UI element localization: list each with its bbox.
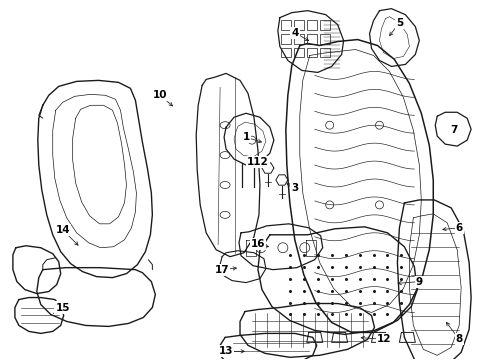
Text: 3: 3 <box>291 183 298 193</box>
Text: 12: 12 <box>377 334 392 345</box>
Text: 7: 7 <box>450 125 458 135</box>
Text: 16: 16 <box>251 239 265 249</box>
Text: 6: 6 <box>456 223 463 233</box>
Text: 10: 10 <box>153 90 168 100</box>
Text: 9: 9 <box>416 276 423 287</box>
Text: 1: 1 <box>243 132 249 142</box>
Text: 13: 13 <box>219 346 233 356</box>
Text: 4: 4 <box>291 28 298 37</box>
Text: 112: 112 <box>247 157 269 167</box>
Text: 8: 8 <box>456 334 463 345</box>
Text: 15: 15 <box>55 302 70 312</box>
Text: 14: 14 <box>55 225 70 235</box>
Text: 17: 17 <box>215 265 229 275</box>
Text: 5: 5 <box>396 18 403 28</box>
